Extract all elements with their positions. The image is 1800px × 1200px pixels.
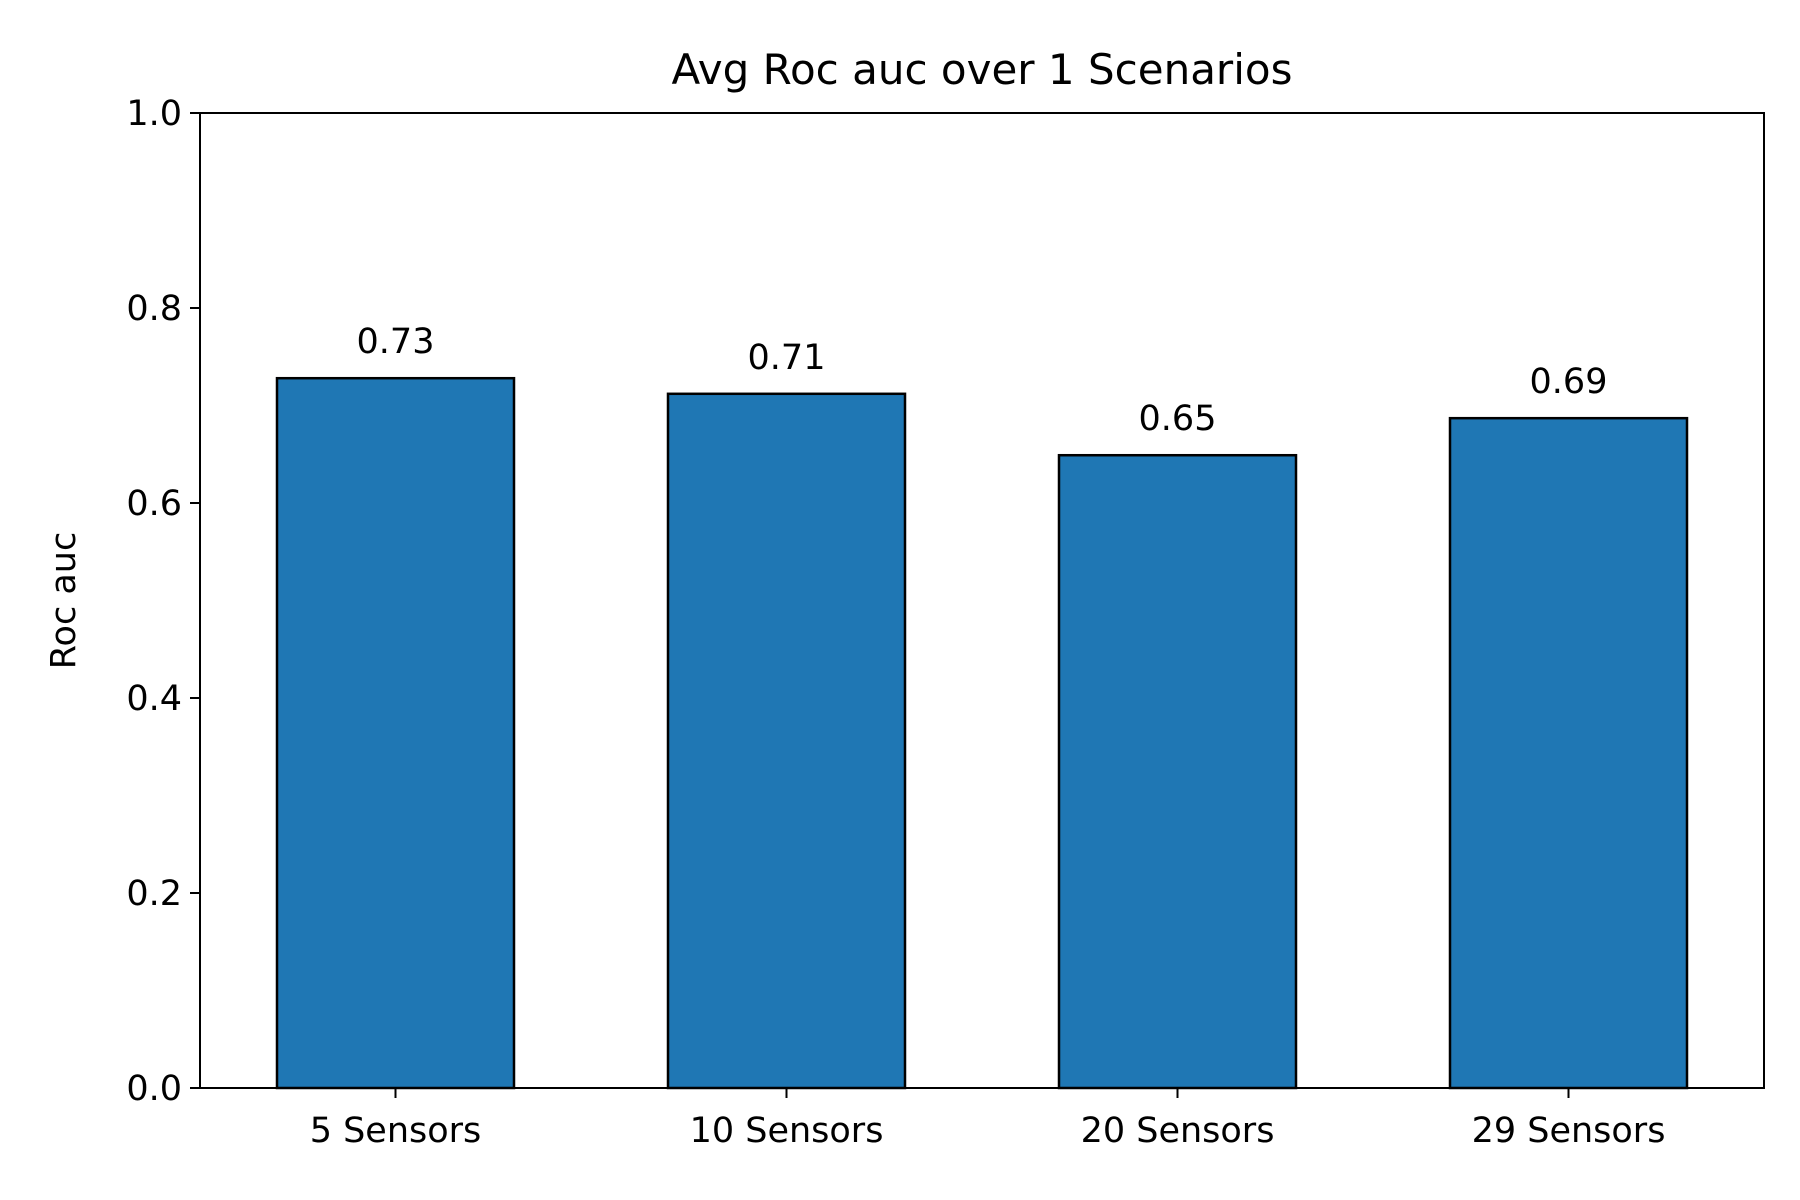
y-axis-ticks: 0.0 0.2 0.4 0.6 0.8 1.0	[126, 94, 200, 1109]
x-tick-label-2: 20 Sensors	[1081, 1111, 1275, 1151]
bar-3	[1448, 416, 1689, 1090]
bar-0	[275, 376, 516, 1090]
chart-title: Avg Roc auc over 1 Scenarios	[672, 45, 1293, 94]
x-tick-label-0: 5 Sensors	[310, 1111, 482, 1151]
bar-value-label-2: 0.65	[1139, 399, 1217, 439]
x-tick-label-1: 10 Sensors	[690, 1111, 884, 1151]
y-tick-label-5: 1.0	[126, 94, 182, 134]
y-tick-label-1: 0.2	[126, 874, 182, 914]
x-axis-ticks: 5 Sensors 10 Sensors 20 Sensors 29 Sensors	[310, 1088, 1666, 1151]
plot-area-frame	[199, 112, 1765, 1089]
bars-group	[275, 376, 1689, 1090]
bar-value-label-0: 0.73	[357, 322, 435, 362]
x-tick-label-3: 29 Sensors	[1472, 1111, 1666, 1151]
bar-1	[666, 392, 907, 1090]
bar-2	[1057, 453, 1298, 1090]
y-axis-label: Roc auc	[44, 532, 84, 669]
bar-value-label-3: 0.69	[1530, 362, 1608, 402]
y-tick-label-0: 0.0	[126, 1069, 182, 1109]
y-tick-label-3: 0.6	[126, 484, 182, 524]
y-tick-label-4: 0.8	[126, 289, 182, 329]
y-tick-label-2: 0.4	[126, 679, 182, 719]
bar-value-label-1: 0.71	[748, 338, 826, 378]
bar-value-labels: 0.73 0.71 0.65 0.69	[357, 322, 1608, 439]
